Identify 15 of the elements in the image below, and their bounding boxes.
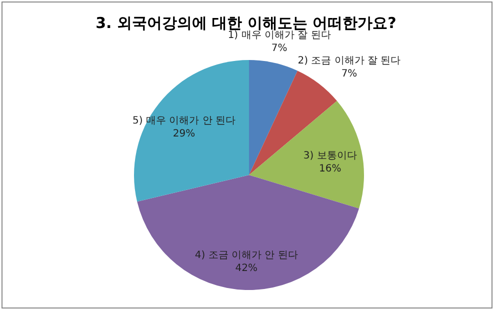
- pie-slice: [249, 60, 298, 175]
- data-label: 7%: [341, 68, 358, 80]
- slice-label: 4) 조금 이해가 안 된다: [194, 250, 298, 261]
- pie-slice: [134, 60, 249, 202]
- data-label: 7%: [271, 43, 288, 54]
- pie-slice: [137, 175, 360, 290]
- slice-label: 5) 매우 이해가 안 된다: [132, 116, 236, 127]
- slice-label: 3) 보통이다: [303, 150, 357, 162]
- data-label: 16%: [318, 163, 342, 174]
- data-label: 29%: [172, 128, 196, 140]
- slice-label: 2) 조금 이해가 잘 된다: [298, 56, 401, 67]
- pie-slice: [249, 100, 364, 208]
- slice-label: 1) 매우 이해가 잘 된다: [228, 30, 331, 42]
- chart-title: 3. 외국어강의에 대한 이해도는 어떠한가요?: [96, 14, 396, 32]
- data-label: 42%: [235, 262, 258, 274]
